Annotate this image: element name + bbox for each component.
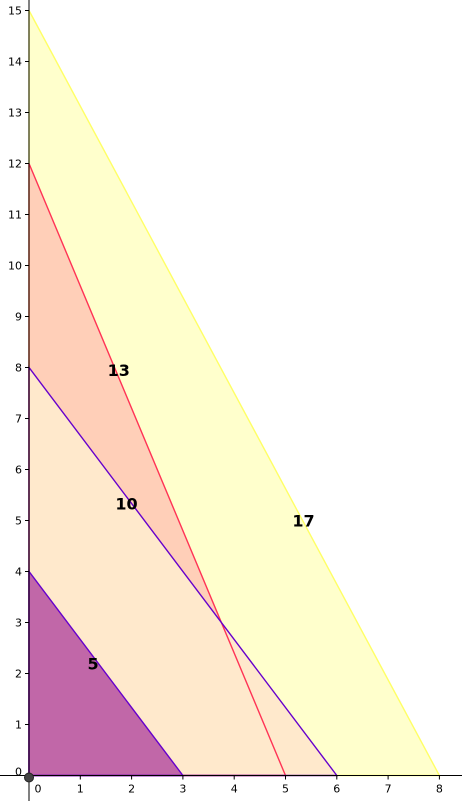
origin-point[interactable] [24,772,34,783]
y-tick-label: 2 [15,668,22,681]
y-tick-label: 14 [8,56,22,69]
y-tick-label: 3 [15,617,22,630]
y-tick-label: 11 [8,209,22,222]
y-tick-label: 8 [15,362,22,375]
hypotenuse-label-17: 17 [292,512,314,531]
hypotenuse-label-10: 10 [115,495,137,514]
hypotenuse-label-5: 5 [88,654,99,673]
x-tick-label: 0 [35,783,42,796]
x-axis-ticks: 0 1 2 3 4 5 6 7 8 [28,775,443,796]
x-tick-label: 1 [77,783,84,796]
y-tick-label: 6 [15,464,22,477]
y-tick-label: 13 [8,107,22,120]
x-tick-label: 4 [231,783,238,796]
x-tick-label: 6 [333,783,340,796]
y-tick-label: 12 [8,158,22,171]
y-tick-label: 15 [8,5,22,18]
y-tick-label: 10 [8,260,22,273]
triangle-labels: 17 13 10 5 [88,361,315,673]
y-tick-label: 7 [15,413,22,426]
y-tick-label: 9 [15,311,22,324]
x-tick-label: 7 [385,783,392,796]
x-tick-label: 3 [179,783,186,796]
y-tick-label: 1 [15,719,22,732]
hypotenuse-label-13: 13 [108,361,130,380]
y-tick-label: 4 [15,566,22,579]
y-tick-label: 0 [15,766,22,779]
x-tick-label: 2 [128,783,135,796]
x-tick-label: 5 [282,783,289,796]
y-tick-label: 5 [15,515,22,528]
x-tick-label: 8 [436,783,443,796]
